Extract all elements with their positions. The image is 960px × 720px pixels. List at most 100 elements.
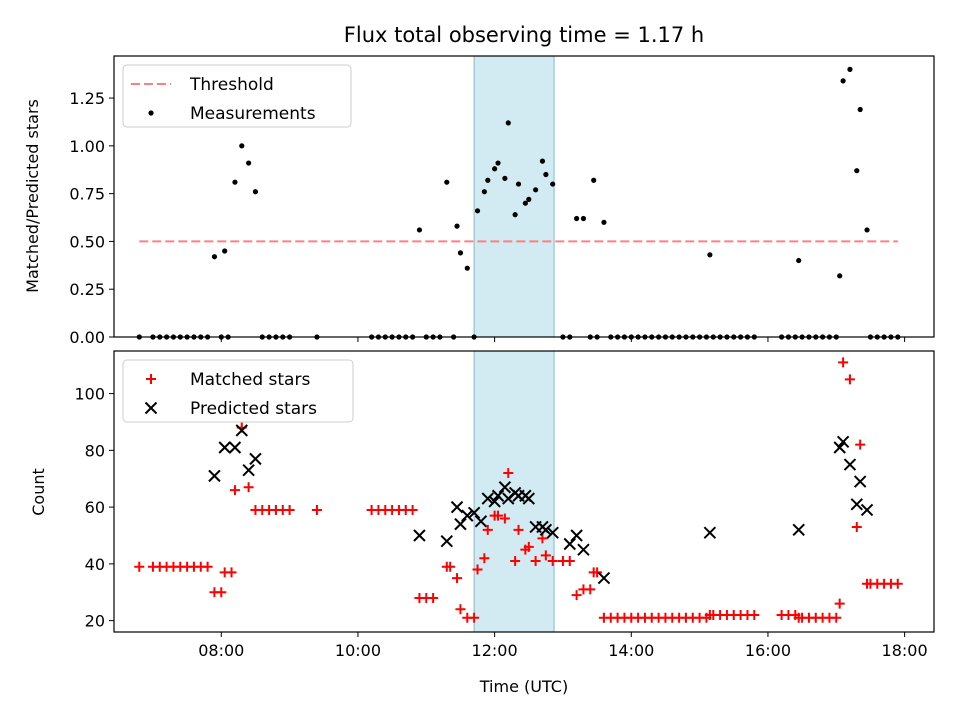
- top-highlight-span: [473, 55, 555, 338]
- predicted-star-point: [563, 537, 576, 551]
- top-plot-area: 0.00 0.25 0.50 0.75 1.00 1.25 Threshold Measure…: [69, 55, 935, 347]
- top-panel: Flux total observing time = 1.17 h Match…: [23, 23, 704, 293]
- predicted-star-point: [208, 469, 221, 483]
- bottom-x-tick-label: 10:00: [335, 641, 381, 660]
- measurement-point: [246, 160, 252, 166]
- top-legend-label: Measurements: [190, 104, 316, 124]
- bottom-highlight-span: [473, 350, 555, 633]
- matched-star-point: [469, 612, 480, 623]
- matched-star-point: [513, 524, 524, 535]
- bottom-x-tick-label: 12:00: [472, 641, 518, 660]
- measurement-point: [591, 177, 597, 183]
- matched-star-point: [243, 482, 254, 493]
- bottom-x-tick-label: 14:00: [608, 641, 654, 660]
- bottom-plot-area: 20 40 60 80 100 08:00 10:00 12:00 14:00 16:00 18:0…: [74, 350, 935, 660]
- top-y-tick-label: 0.25: [69, 280, 105, 299]
- measurement-point: [522, 200, 528, 206]
- predicted-star-point: [597, 571, 611, 585]
- matched-star-point: [455, 604, 466, 615]
- matched-star-point: [284, 504, 295, 515]
- bottom-y-tick-label: 100: [74, 385, 105, 404]
- predicted-star-point: [242, 464, 255, 477]
- matched-star-point: [855, 439, 866, 450]
- predicted-star-point: [833, 441, 846, 454]
- matched-star-point: [892, 578, 903, 589]
- top-legend-box: [122, 64, 352, 128]
- measurement-point: [533, 187, 539, 193]
- predicted-star-point: [461, 509, 474, 522]
- bottom-y-axis-label: Count: [29, 468, 48, 516]
- matched-star-point: [311, 504, 322, 515]
- matched-star-point: [202, 561, 213, 572]
- measurement-point: [474, 208, 481, 214]
- matched-star-point: [844, 374, 855, 385]
- bottom-series-predicted-stars: [208, 424, 874, 585]
- matched-star-point: [510, 556, 521, 567]
- measurement-point: [485, 177, 491, 183]
- measurement-point: [495, 160, 501, 166]
- predicted-star-point: [450, 500, 464, 514]
- measurement-point: [416, 227, 423, 233]
- matched-star-point: [547, 556, 558, 567]
- measurement-point: [515, 181, 522, 187]
- legend-predicted-swatch: [144, 401, 158, 415]
- predicted-star-point: [488, 495, 501, 508]
- predicted-star-point: [577, 543, 590, 556]
- measurement-point: [492, 166, 498, 172]
- measurement-point: [840, 78, 846, 84]
- predicted-star-point: [474, 515, 488, 528]
- predicted-star-point: [454, 517, 467, 531]
- predicted-star-point: [570, 529, 583, 542]
- measurement-point: [481, 189, 487, 195]
- matched-star-point: [482, 524, 493, 535]
- predicted-star-point: [491, 489, 505, 502]
- bottom-axes-frame: [113, 350, 935, 633]
- measurement-point: [796, 257, 802, 264]
- bottom-series-matched-stars: [134, 357, 903, 623]
- bottom-x-tick-label: 16:00: [745, 641, 791, 660]
- x-axis-label: Time (UTC): [479, 677, 568, 696]
- measurement-point: [601, 219, 607, 225]
- matched-star-point: [229, 485, 240, 496]
- bottom-legend-label: Predicted stars: [190, 399, 317, 419]
- bottom-legend-box: [122, 359, 354, 423]
- bottom-y-tick-label: 60: [85, 498, 105, 517]
- measurement-point: [211, 254, 218, 260]
- matched-star-point: [749, 609, 760, 620]
- matched-star-point: [838, 357, 849, 368]
- measurement-point: [857, 106, 863, 113]
- predicted-star-point: [481, 492, 494, 505]
- bottom-legend-label: Matched stars: [190, 370, 310, 390]
- measurement-point: [252, 189, 259, 195]
- matched-star-point: [452, 573, 463, 584]
- measurement-point: [543, 171, 549, 178]
- measurement-point: [864, 227, 870, 233]
- bottom-x-tick-label: 08:00: [198, 641, 244, 660]
- top-y-tick-label: 0.75: [69, 185, 105, 204]
- matched-star-point: [503, 468, 514, 479]
- top-y-axis-label: Matched/Predicted stars: [23, 99, 42, 293]
- measurement-point: [512, 212, 518, 218]
- predicted-star-point: [836, 435, 850, 449]
- matched-star-point: [472, 564, 483, 575]
- predicted-star-point: [850, 498, 863, 511]
- legend-measurement-swatch: [148, 110, 154, 116]
- measurement-point: [444, 179, 450, 185]
- matched-star-point: [407, 504, 418, 515]
- matched-star-point: [537, 533, 548, 544]
- predicted-star-point: [218, 441, 231, 454]
- measurement-point: [574, 215, 580, 222]
- predicted-star-point: [467, 506, 481, 519]
- predicted-star-point: [498, 481, 512, 494]
- matched-star-point: [585, 584, 596, 595]
- top-axes-frame: [113, 55, 935, 338]
- predicted-star-point: [235, 424, 248, 437]
- matched-star-point: [479, 553, 490, 564]
- bottom-legend: Matched stars Predicted stars: [122, 359, 354, 423]
- predicted-star-point: [228, 441, 242, 454]
- matched-star-point: [851, 521, 862, 532]
- predicted-star-point: [413, 529, 426, 542]
- bottom-series-group: [134, 357, 903, 623]
- measurement-point: [707, 252, 713, 258]
